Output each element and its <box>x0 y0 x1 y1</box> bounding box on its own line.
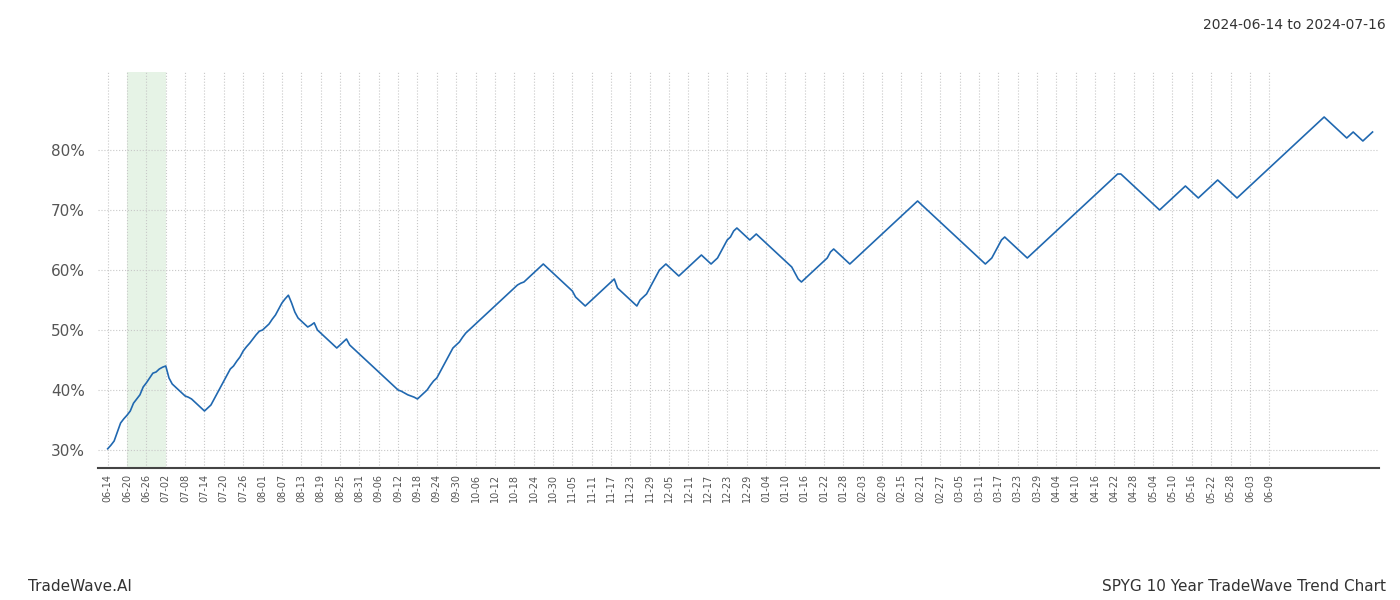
Text: SPYG 10 Year TradeWave Trend Chart: SPYG 10 Year TradeWave Trend Chart <box>1102 579 1386 594</box>
Text: TradeWave.AI: TradeWave.AI <box>28 579 132 594</box>
Bar <box>127 72 165 468</box>
Text: 2024-06-14 to 2024-07-16: 2024-06-14 to 2024-07-16 <box>1203 18 1386 32</box>
